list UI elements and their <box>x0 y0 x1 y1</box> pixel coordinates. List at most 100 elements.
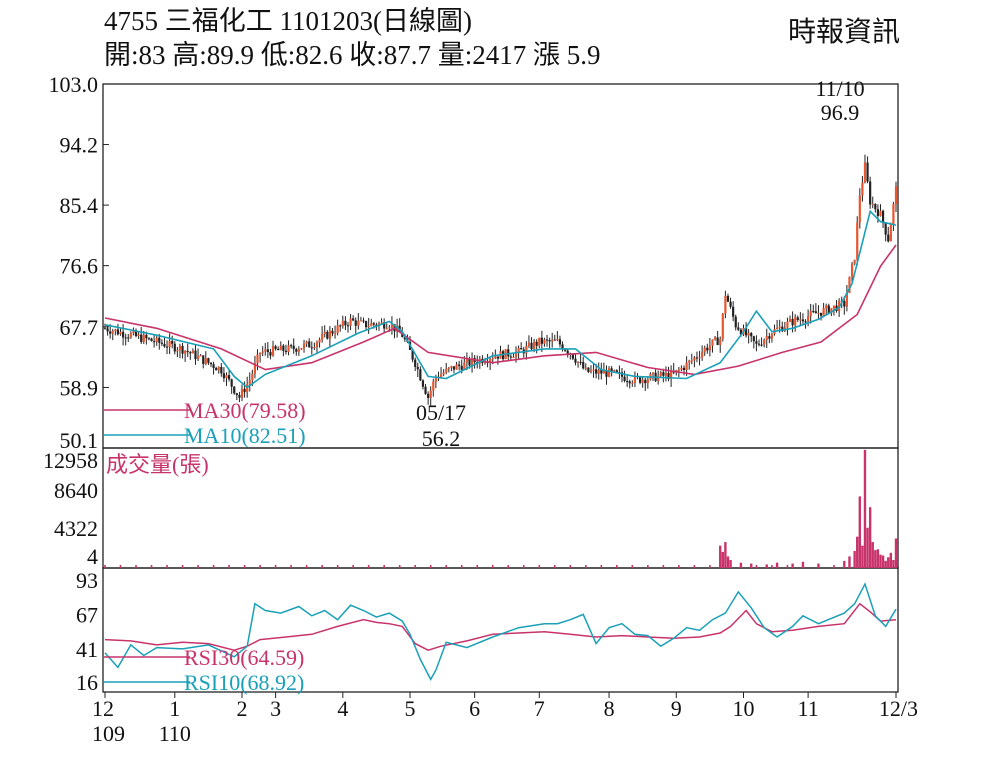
price-y-tick: 67.7 <box>60 315 99 340</box>
candle-body <box>538 337 541 346</box>
candle-body <box>344 320 347 326</box>
volume-bar <box>336 565 339 568</box>
candle-body <box>181 345 184 354</box>
rsi-legend-label: RSI30(64.59) <box>184 645 304 670</box>
candle-body <box>801 319 805 322</box>
candle-body <box>876 209 880 217</box>
candle-body <box>119 331 122 335</box>
candle-body <box>411 349 414 360</box>
volume-bar <box>398 565 401 568</box>
candle-body <box>494 356 497 359</box>
candle-body <box>582 361 585 369</box>
candle-body <box>318 339 321 343</box>
volume-bar <box>228 565 230 568</box>
candle-body <box>688 360 691 363</box>
volume-bar <box>181 565 184 568</box>
price-y-tick: 58.9 <box>60 375 99 400</box>
candle-body <box>460 365 463 370</box>
volume-bar <box>445 565 448 568</box>
candle-body <box>863 162 867 183</box>
candle-body <box>615 370 618 373</box>
candle-body <box>540 337 543 344</box>
volume-bar <box>678 565 680 568</box>
candle-body <box>664 372 668 376</box>
candle-body <box>341 320 344 326</box>
candle-body <box>196 355 200 360</box>
candle-body <box>447 367 450 369</box>
candle-body <box>184 350 187 354</box>
candle-body <box>419 369 422 381</box>
candle-body <box>150 338 153 342</box>
candle-body <box>256 354 259 364</box>
candle-body <box>584 367 587 369</box>
volume-bar <box>863 449 867 568</box>
volume-bars <box>104 449 898 568</box>
volume-bar <box>553 565 556 568</box>
volume-bar <box>305 565 308 568</box>
candle-body <box>607 368 611 377</box>
volume-bar <box>631 565 634 568</box>
candle-body <box>827 305 830 314</box>
volume-bar <box>856 536 859 568</box>
candle-body <box>308 341 311 348</box>
volume-bar <box>243 565 246 568</box>
candle-body <box>716 337 719 345</box>
candle-body <box>551 339 554 342</box>
candle-body <box>520 348 523 350</box>
candle-body <box>595 369 598 374</box>
candle-body <box>271 346 275 356</box>
x-tick-label: 5 <box>405 696 416 721</box>
candle-body <box>626 381 629 383</box>
candle-body <box>352 318 355 321</box>
volume-bar <box>801 561 805 568</box>
candle-body <box>163 343 166 347</box>
candle-body <box>489 359 492 363</box>
candle-body <box>533 341 536 350</box>
candle-body <box>667 372 670 379</box>
candle-body <box>137 334 140 337</box>
candle-body <box>357 320 360 326</box>
candle-body <box>887 234 890 242</box>
candle-body <box>248 380 251 385</box>
candle-body <box>543 339 546 344</box>
candle-body <box>233 386 236 394</box>
candle-body <box>212 364 215 369</box>
volume-bar <box>352 565 354 568</box>
candle-body <box>207 358 210 363</box>
candle-body <box>235 393 238 396</box>
candle-body <box>134 331 138 337</box>
candle-body <box>822 308 825 316</box>
candle-body <box>879 210 882 217</box>
volume-bar <box>892 559 895 568</box>
candle-body <box>703 347 706 353</box>
candle-body <box>261 351 264 353</box>
candle-body <box>657 375 660 382</box>
volume-bar <box>414 565 416 568</box>
candle-body <box>729 301 732 307</box>
volume-y-tick: 4322 <box>54 516 98 541</box>
candle-body <box>719 338 722 345</box>
data-source-label: 時報資訊 <box>787 17 900 48</box>
candle-body <box>685 362 688 371</box>
candle-body <box>819 312 823 316</box>
volume-bar <box>600 565 603 568</box>
candle-body <box>631 382 634 384</box>
candle-body <box>269 352 272 356</box>
candle-body <box>264 349 267 352</box>
volume-bar <box>786 565 789 568</box>
volume-bar <box>367 565 370 568</box>
candle-body <box>468 359 471 366</box>
candle-body <box>845 292 848 307</box>
x-tick-label: 2 <box>237 696 248 721</box>
candle-body <box>364 321 368 328</box>
candle-body <box>424 386 427 394</box>
candle-body <box>535 341 538 346</box>
candle-body <box>470 358 474 366</box>
candle-body <box>220 366 223 374</box>
candle-body <box>744 328 748 336</box>
candle-body <box>305 341 308 344</box>
candle-body <box>284 350 288 353</box>
candle-body <box>701 352 704 358</box>
candle-body <box>339 325 342 327</box>
candle-body <box>295 349 298 352</box>
